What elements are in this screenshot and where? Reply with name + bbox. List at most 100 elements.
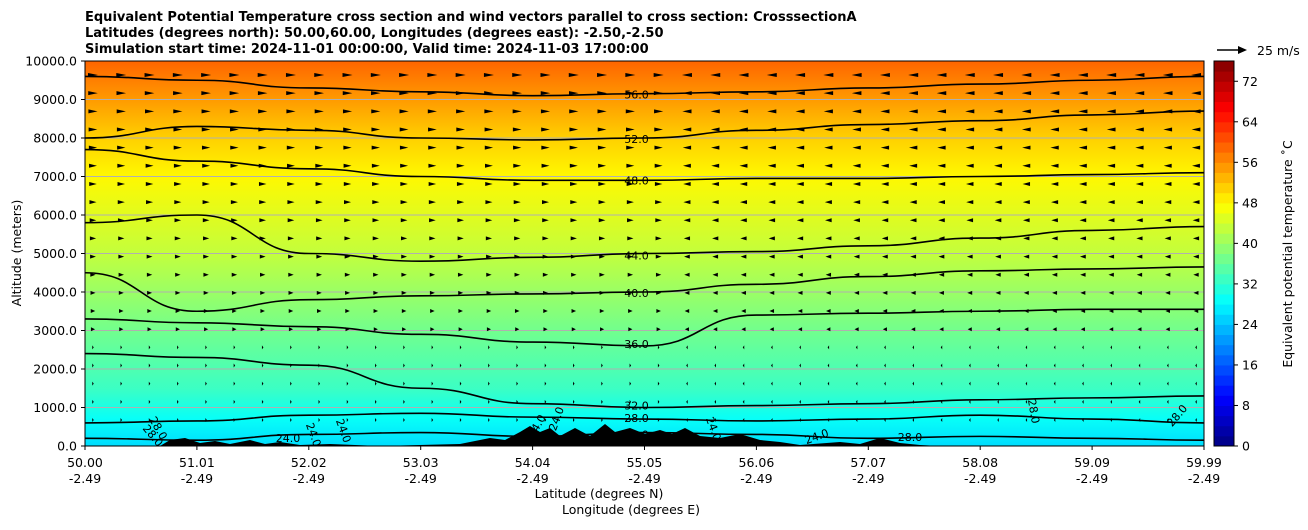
wind-vector [259,200,267,205]
wind-vector [993,73,1004,77]
terrain [160,424,940,446]
wind-vector [1195,363,1197,368]
colorbar-segment [1214,405,1234,417]
wind-vector [966,254,973,259]
wind-vector [628,309,633,314]
wind-vector [625,127,635,132]
wind-vector [710,127,720,132]
wind-vector [824,200,832,205]
wind-vector [205,363,207,368]
wind-vector [544,345,547,350]
wind-vector [229,109,239,114]
wind-vector [654,109,664,114]
wind-vector [205,345,207,350]
wind-vector [1021,127,1031,132]
contour-24.0 [85,431,1204,442]
wind-vector [768,236,775,241]
wind-vector [1138,381,1141,386]
wind-vector [173,127,183,132]
wind-vector [1138,399,1141,404]
wind-vector [429,254,436,259]
wind-vector [514,309,520,314]
plot-area: 56.052.048.044.040.036.032.028.024.028.0… [85,61,1204,446]
wind-vector [1164,254,1171,259]
wind-vector [89,236,97,241]
wind-vector [825,218,832,223]
wind-vector [260,327,265,332]
colorbar-segment [1214,425,1234,437]
wind-vector [370,73,381,77]
wind-vector [457,218,464,223]
wind-vector [485,163,493,168]
wind-vector [683,200,691,205]
wind-vector [936,109,947,114]
wind-vector [373,272,379,277]
wind-vector [1164,200,1172,205]
wind-vector [569,91,579,96]
wind-vector [628,327,633,332]
wind-vector [827,381,830,386]
wind-vector [485,218,493,223]
wind-vector [516,381,518,386]
wind-vector [937,127,946,132]
wind-vector [257,91,268,96]
wind-vector [400,181,408,186]
colorbar-segment [1214,364,1234,376]
wind-vector [513,181,521,186]
wind-vector [597,145,607,150]
colorbar-tick-label: 48 [1242,195,1258,210]
wind-vector [1110,399,1112,404]
wind-vector [175,327,180,332]
wind-vector [741,290,746,295]
wind-vector [119,327,124,332]
wind-vector [1137,327,1142,332]
colorbar-segment [1214,435,1234,447]
wind-vector [1166,345,1169,350]
wind-vector [598,181,606,186]
wind-vector [485,181,493,186]
wind-vector [513,200,521,205]
wind-vector [995,254,1001,259]
wind-vector [910,236,917,241]
wind-vector [626,163,635,168]
wind-vector [880,145,890,150]
wind-vector [881,181,889,186]
wind-vector [145,163,154,168]
wind-vector [655,218,662,223]
wind-vector [541,200,550,205]
wind-vector [797,309,803,314]
wind-vector [116,109,126,114]
x-tick-lat: 52.02 [291,455,327,470]
wind-vector [768,218,776,223]
wind-vector [853,218,860,223]
wind-vector [796,163,804,168]
wind-vector [569,163,578,168]
wind-vector [573,399,575,404]
wind-vector [823,91,834,96]
colorbar-segment [1214,395,1234,406]
wind-vector [1022,163,1031,168]
wind-vector [1106,73,1117,77]
colorbar-segment [1214,192,1234,204]
wind-vector [627,218,634,223]
wind-vector [90,327,96,332]
wind-vector [342,73,353,77]
wind-vector [516,418,518,422]
wind-vector [88,127,98,132]
wind-vector [542,218,549,223]
colorbar-segment [1214,142,1234,153]
wind-vector [799,399,801,404]
wind-vector [1053,363,1056,368]
wind-vector [570,218,578,223]
colorbar-segment [1214,283,1234,295]
wind-vector [90,254,96,259]
wind-vector [1052,290,1058,295]
wind-vector [827,345,830,350]
wind-vector [544,418,547,422]
wind-vector [1023,272,1029,277]
wind-vector [1025,418,1028,422]
wind-vector [993,145,1003,150]
wind-vector [346,418,349,422]
wind-vector [742,399,745,404]
wind-vector [967,327,972,332]
